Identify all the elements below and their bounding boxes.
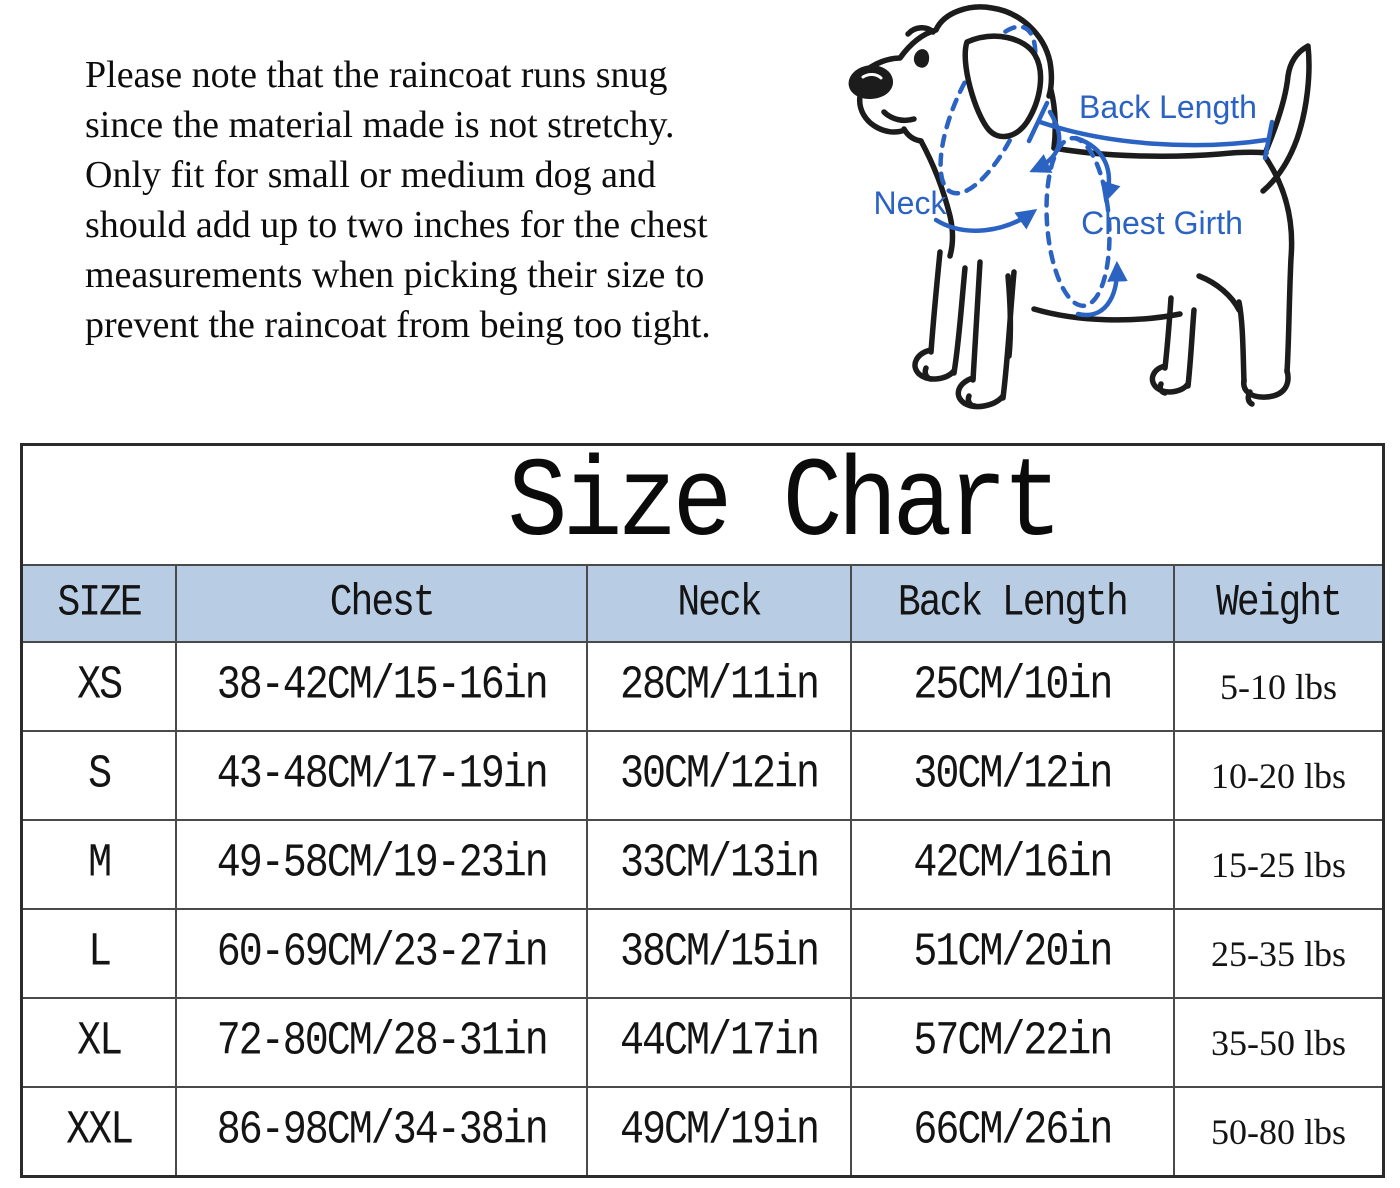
fit-note-paragraph: Please note that the raincoat runs snug …: [85, 50, 825, 350]
neck-label: Neck: [874, 185, 948, 221]
chest-girth-dashed-ellipse: [1044, 135, 1112, 309]
note-line: Please note that the raincoat runs snug: [85, 54, 668, 96]
cell-chest: 86-98CM/34-38in: [175, 1086, 589, 1178]
chest-girth-label: Chest Girth: [1081, 205, 1243, 241]
table-row: XS 38-42CM/15-16in 28CM/11in 25CM/10in 5…: [20, 641, 1385, 732]
back-length-measure-line: [1037, 119, 1269, 148]
cell-size: XL: [20, 997, 178, 1088]
dog-measurement-diagram: Back Length Neck Chest Girth: [820, 0, 1400, 420]
column-header-back-length: Back Length: [849, 564, 1176, 643]
back-length-label: Back Length: [1079, 89, 1257, 125]
cell-chest: 43-48CM/17-19in: [175, 730, 589, 821]
cell-size: XXL: [20, 1086, 178, 1178]
table-row: M 49-58CM/19-23in 33CM/13in 42CM/16in 15…: [20, 819, 1385, 910]
cell-neck: 49CM/19in: [586, 1086, 852, 1178]
cell-chest: 49-58CM/19-23in: [175, 819, 589, 910]
table-row: XL 72-80CM/28-31in 44CM/17in 57CM/22in 3…: [20, 997, 1385, 1088]
cell-chest: 72-80CM/28-31in: [175, 997, 589, 1088]
cell-size: S: [20, 730, 178, 821]
size-chart-table-container: Size Chart SIZE Chest Neck Back Length W…: [20, 443, 1385, 1178]
cell-size: M: [20, 819, 178, 910]
cell-weight: 35-50 lbs: [1173, 997, 1385, 1088]
measurement-annotations: [933, 100, 1275, 318]
size-chart-table: Size Chart SIZE Chest Neck Back Length W…: [20, 443, 1385, 1178]
cell-weight: 10-20 lbs: [1173, 730, 1385, 821]
dog-ear: [962, 33, 1044, 140]
chest-arrow-bottom: [1075, 260, 1128, 318]
cell-weight: 25-35 lbs: [1173, 908, 1385, 999]
column-header-neck: Neck: [586, 564, 852, 643]
cell-size: XS: [20, 641, 178, 732]
table-row: XXL 86-98CM/34-38in 49CM/19in 66CM/26in …: [20, 1086, 1385, 1178]
note-line: prevent the raincoat from being too tigh…: [85, 304, 711, 346]
table-title-cell: Size Chart: [20, 443, 1385, 566]
note-line: measurements when picking their size to: [85, 254, 705, 296]
column-header-weight: Weight: [1173, 564, 1385, 643]
cell-chest: 60-69CM/23-27in: [175, 908, 589, 999]
cell-neck: 44CM/17in: [586, 997, 852, 1088]
cell-back-length: 25CM/10in: [849, 641, 1176, 732]
dog-nose: [848, 65, 894, 99]
dog-outline: [848, 4, 1312, 410]
table-row: L 60-69CM/23-27in 38CM/15in 51CM/20in 25…: [20, 908, 1385, 999]
dog-tail: [1260, 43, 1312, 194]
cell-chest: 38-42CM/15-16in: [175, 641, 589, 732]
table-row: S 43-48CM/17-19in 30CM/12in 30CM/12in 10…: [20, 730, 1385, 821]
cell-back-length: 51CM/20in: [849, 908, 1176, 999]
dog-diagram-svg: Back Length Neck Chest Girth: [848, 4, 1312, 410]
cell-back-length: 66CM/26in: [849, 1086, 1176, 1178]
table-header-row: SIZE Chest Neck Back Length Weight: [20, 564, 1385, 643]
column-header-chest: Chest: [175, 564, 589, 643]
dog-eye: [913, 49, 930, 68]
cell-neck: 38CM/15in: [586, 908, 852, 999]
cell-neck: 30CM/12in: [586, 730, 852, 821]
note-line: since the material made is not stretchy.: [85, 104, 675, 146]
neck-arrow: [933, 208, 1038, 233]
note-line: Only fit for small or medium dog and: [85, 154, 656, 196]
cell-neck: 28CM/11in: [586, 641, 852, 732]
cell-back-length: 57CM/22in: [849, 997, 1176, 1088]
note-line: should add up to two inches for the ches…: [85, 204, 708, 246]
cell-weight: 5-10 lbs: [1173, 641, 1385, 732]
column-header-size: SIZE: [20, 564, 178, 643]
cell-back-length: 30CM/12in: [849, 730, 1176, 821]
table-title: Size Chart: [507, 444, 1062, 565]
cell-back-length: 42CM/16in: [849, 819, 1176, 910]
cell-size: L: [20, 908, 178, 999]
cell-weight: 50-80 lbs: [1173, 1086, 1385, 1178]
chest-arrow-top: [1073, 135, 1121, 203]
cell-weight: 15-25 lbs: [1173, 819, 1385, 910]
cell-neck: 33CM/13in: [586, 819, 852, 910]
